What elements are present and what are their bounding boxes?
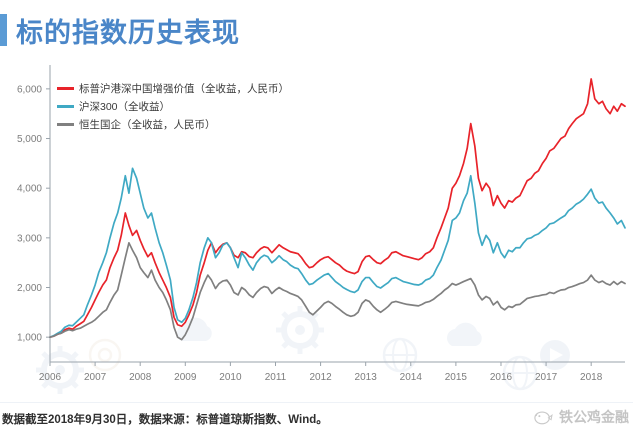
svg-text:2017: 2017	[535, 372, 558, 383]
chart-series-lines	[49, 78, 626, 341]
brand-watermark-text: 铁公鸡金融	[559, 409, 629, 425]
svg-text:3,000: 3,000	[17, 233, 42, 244]
footer-bar: 数据截至2018年9月30日，数据来源：标普道琼斯指数、Wind。 铁公鸡金融	[0, 402, 633, 436]
svg-text:2015: 2015	[445, 372, 468, 383]
legend-item-label: 恒生国企（全收益，人民币）	[79, 118, 216, 131]
svg-text:2016: 2016	[490, 372, 513, 383]
svg-text:6,000: 6,000	[17, 84, 42, 95]
legend-item: 恒生国企（全收益，人民币）	[57, 116, 357, 132]
chick-logo-icon	[534, 411, 553, 425]
svg-text:1,000: 1,000	[17, 333, 42, 344]
y-axis-tick-labels: 1,000 2,000 3,000 4,000 5,000 6,000	[17, 84, 42, 343]
legend-item-label: 标普沪港深中国增强价值（全收益，人民币）	[79, 82, 289, 95]
page-title: 标的指数历史表现	[16, 17, 240, 48]
data-source-note: 数据截至2018年9月30日，数据来源：标普道琼斯指数、Wind。	[2, 414, 328, 426]
legend-item: 标普沪港深中国增强价值（全收益，人民币）	[57, 80, 357, 96]
legend-swatch-icon	[57, 104, 74, 108]
svg-text:2014: 2014	[400, 372, 423, 383]
chart-area: 1,000 2,000 3,000 4,000 5,000 6,000 2006 2007 2…	[0, 55, 633, 400]
svg-text:2007: 2007	[84, 372, 107, 383]
svg-text:2,000: 2,000	[17, 283, 42, 294]
chart-legend: 标普沪港深中国增强价值（全收益，人民币） 沪深300（全收益） 恒生国企（全收益…	[57, 80, 357, 134]
svg-text:4,000: 4,000	[17, 184, 42, 195]
svg-text:2011: 2011	[265, 372, 287, 383]
x-axis-tick-labels: 2006 2007 2008 2009 2010 2011 2012 2013 2014 2015…	[39, 372, 603, 383]
chart-axes	[46, 65, 625, 366]
legend-item: 沪深300（全收益）	[57, 98, 357, 114]
svg-text:2006: 2006	[39, 372, 62, 383]
title-accent-bar	[0, 14, 7, 46]
legend-swatch-icon	[57, 122, 74, 126]
svg-text:2013: 2013	[355, 372, 378, 383]
legend-item-label: 沪深300（全收益）	[79, 100, 171, 113]
brand-watermark: 铁公鸡金融	[532, 407, 629, 427]
legend-swatch-icon	[57, 86, 74, 90]
svg-text:2012: 2012	[309, 372, 332, 383]
svg-text:2009: 2009	[174, 372, 197, 383]
svg-text:2010: 2010	[219, 372, 242, 383]
svg-text:5,000: 5,000	[17, 134, 42, 145]
svg-text:2008: 2008	[129, 372, 152, 383]
title-bar: 标的指数历史表现	[0, 10, 633, 50]
svg-text:2018: 2018	[580, 372, 603, 383]
